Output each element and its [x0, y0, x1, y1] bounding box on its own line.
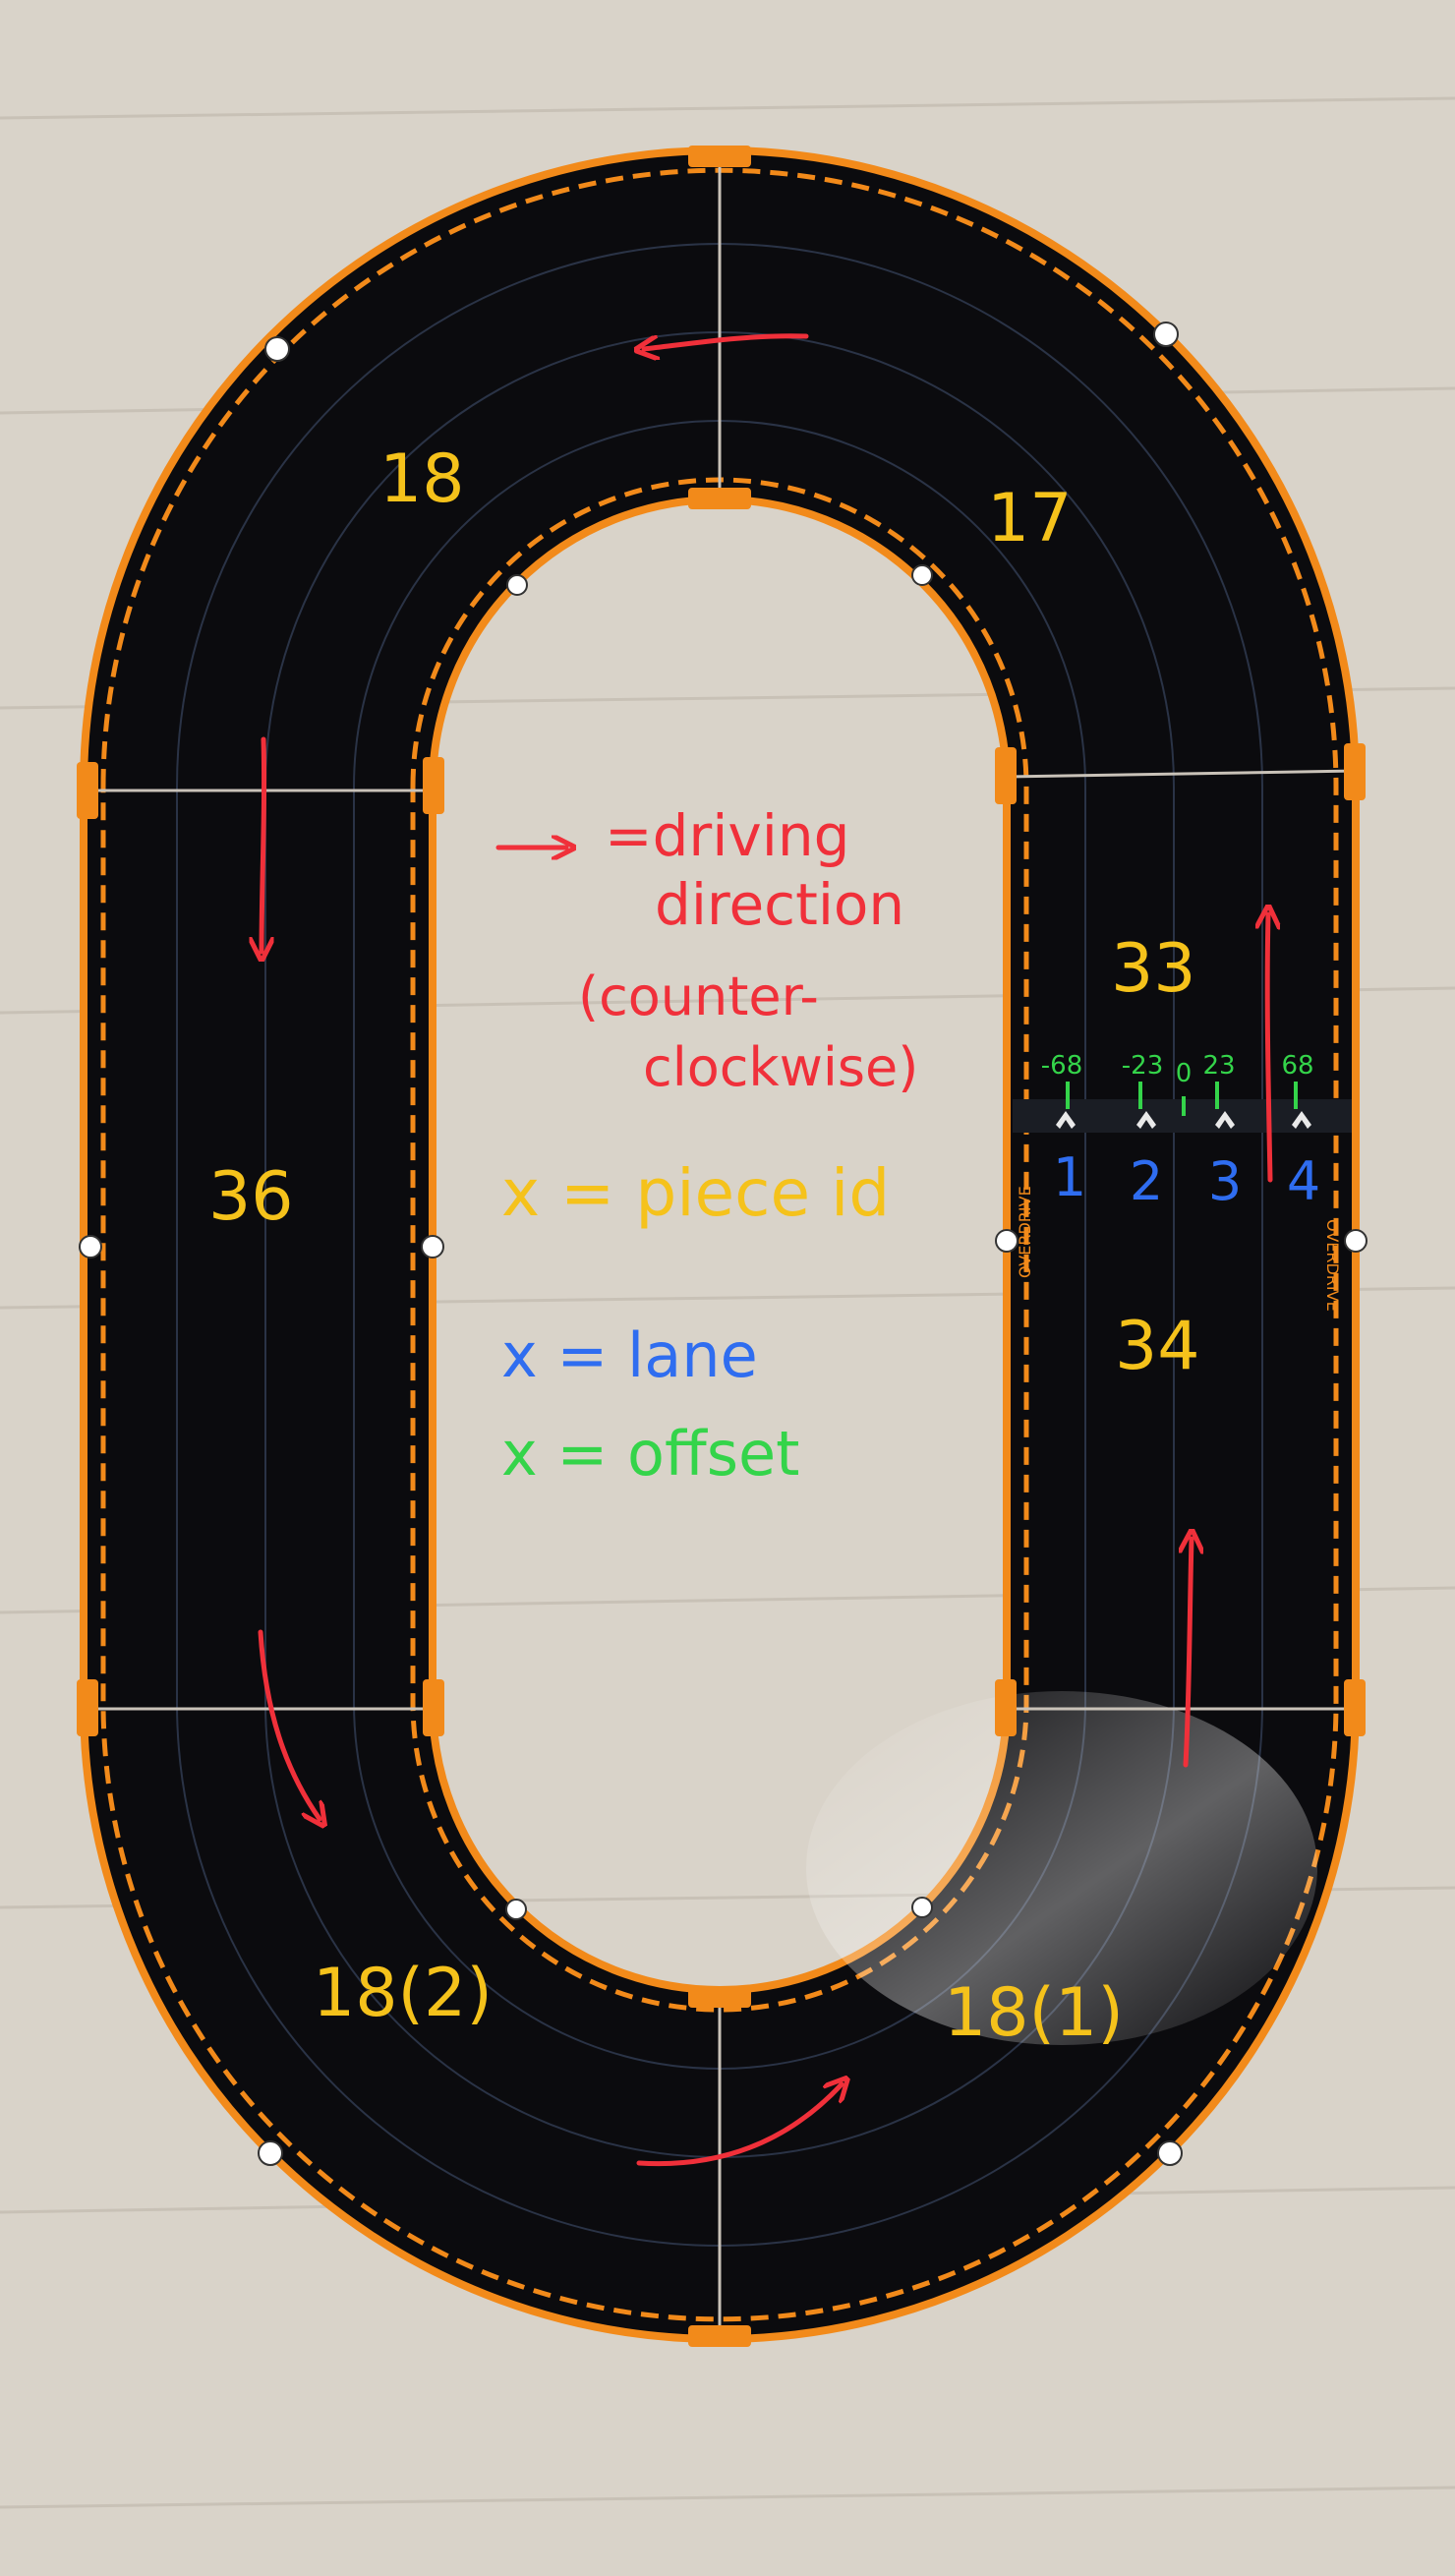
piece-seams — [84, 150, 1357, 2338]
arrow-right-lower — [1186, 1539, 1192, 1768]
piece-18: 18 — [379, 440, 465, 518]
lane-2: 2 — [1130, 1150, 1163, 1212]
arrow-right-upper — [1267, 914, 1270, 1183]
legend-arrow-line1: =driving — [605, 802, 849, 869]
piece-18-2: 18(2) — [313, 1955, 493, 2032]
arrow-bottom — [636, 2084, 842, 2167]
legend: =driving direction (counter- clockwise) … — [501, 802, 918, 1490]
piece-17: 17 — [987, 480, 1073, 557]
legend-arrow-line4: clockwise) — [643, 1036, 918, 1098]
piece-33: 33 — [1111, 930, 1196, 1008]
piece-18-1: 18(1) — [944, 1974, 1124, 2052]
lane-labels: 1 2 3 4 — [1053, 1146, 1320, 1212]
lane-3: 3 — [1208, 1150, 1242, 1212]
brand-left: OVERDRIVE — [1016, 1186, 1034, 1278]
legend-arrow-line3: (counter- — [578, 966, 819, 1027]
offset-3: 0 — [1176, 1059, 1193, 1088]
offset-labels: -68 -23 0 23 68 — [1041, 1051, 1314, 1088]
arrow-left-lower — [258, 1629, 320, 1819]
lane-4: 4 — [1287, 1150, 1320, 1212]
offset-2: -23 — [1122, 1051, 1163, 1081]
offset-5: 68 — [1281, 1051, 1313, 1081]
piece-labels: 18 17 33 36 34 18(2) 18(1) — [208, 440, 1200, 2052]
piece-36: 36 — [208, 1158, 294, 1236]
track-ring — [80, 146, 1360, 2343]
legend-lane: x = lane — [501, 1319, 758, 1391]
legend-offset: x = offset — [501, 1418, 799, 1490]
edge-markers — [79, 322, 1368, 2166]
connectors — [77, 146, 1366, 2347]
lane-1: 1 — [1053, 1146, 1086, 1208]
offset-1: -68 — [1041, 1051, 1082, 1081]
start-strip — [1013, 1082, 1352, 1133]
arrow-left-upper — [262, 736, 264, 952]
brand-right: OVERDRIVE — [1323, 1219, 1342, 1312]
legend-arrow-line2: direction — [655, 871, 904, 938]
piece-34: 34 — [1115, 1308, 1200, 1385]
direction-arrows — [258, 333, 1270, 2167]
arrow-top — [644, 333, 809, 349]
offset-4: 23 — [1202, 1051, 1235, 1081]
legend-piece-id: x = piece id — [501, 1155, 890, 1231]
